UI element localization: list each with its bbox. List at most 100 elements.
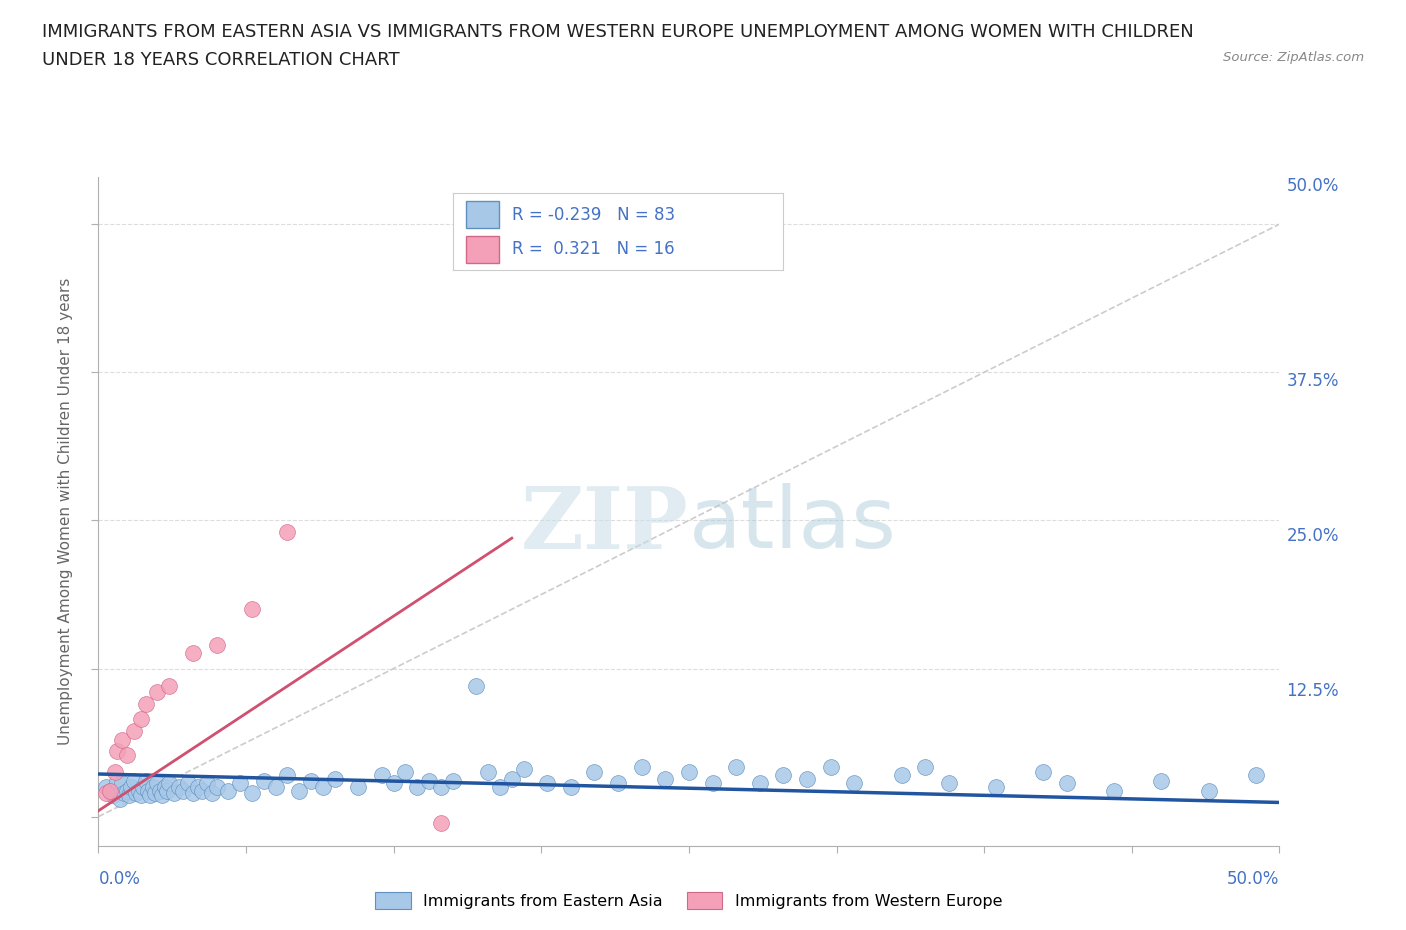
Point [94,786,117,801]
Point [240,786,263,801]
Point [121,779,143,794]
Text: 25.0%: 25.0% [1286,527,1339,545]
Text: 50.0%: 50.0% [1227,870,1279,887]
Point [725,760,748,775]
Point [135,697,157,711]
Point [772,768,794,783]
Text: R =  0.321   N = 16: R = 0.321 N = 16 [512,240,675,259]
Point [1056,776,1078,790]
Point [125,786,148,801]
Point [112,786,135,801]
Point [253,774,276,789]
Point [156,783,179,798]
Point [796,771,818,786]
Point [441,774,464,789]
Point [489,779,512,794]
Point [1150,774,1173,789]
Text: Source: ZipAtlas.com: Source: ZipAtlas.com [1223,51,1364,64]
Text: atlas: atlas [689,484,897,566]
Y-axis label: Unemployment Among Women with Children Under 18 years: Unemployment Among Women with Children U… [58,278,73,745]
Point [1244,768,1267,783]
Point [240,602,263,617]
Point [418,774,440,789]
FancyBboxPatch shape [465,201,499,228]
Point [536,776,558,790]
Point [201,786,224,801]
Point [149,783,172,798]
Point [111,732,134,747]
Point [229,776,252,790]
Point [630,760,652,775]
Point [299,774,322,789]
Point [101,788,124,803]
Text: UNDER 18 YEARS CORRELATION CHART: UNDER 18 YEARS CORRELATION CHART [42,51,399,69]
Point [217,783,239,798]
Point [890,768,912,783]
Point [938,776,960,790]
Point [406,779,429,794]
Point [187,779,209,794]
Point [181,786,204,801]
Point [430,779,453,794]
Text: 50.0%: 50.0% [1286,177,1339,194]
Point [323,771,346,786]
Legend: Immigrants from Eastern Asia, Immigrants from Western Europe: Immigrants from Eastern Asia, Immigrants… [370,885,1008,915]
Point [122,774,145,789]
Point [163,786,186,801]
Point [1102,783,1125,798]
Point [108,791,131,806]
Point [135,774,157,789]
Point [139,788,162,803]
Point [177,776,200,790]
Point [371,768,394,783]
Point [430,816,453,830]
Point [465,679,488,694]
Point [205,779,228,794]
Point [129,712,152,727]
Point [844,776,866,790]
Point [1032,764,1054,779]
Point [136,783,159,798]
Point [157,679,180,694]
Point [607,776,630,790]
Point [501,771,523,786]
Point [264,779,287,794]
Point [512,762,534,777]
Point [153,779,176,794]
Text: 0.0%: 0.0% [98,870,141,887]
Point [748,776,770,790]
Point [122,724,145,738]
Text: IMMIGRANTS FROM EASTERN ASIA VS IMMIGRANTS FROM WESTERN EUROPE UNEMPLOYMENT AMON: IMMIGRANTS FROM EASTERN ASIA VS IMMIGRAN… [42,23,1194,41]
Point [195,776,218,790]
Point [1198,783,1220,798]
Point [129,788,152,803]
Point [115,748,138,763]
Point [382,776,405,790]
Point [150,788,173,803]
FancyBboxPatch shape [465,236,499,263]
Point [205,637,228,652]
Point [146,684,169,699]
Point [312,779,335,794]
Point [111,776,134,790]
Text: ZIP: ZIP [522,483,689,567]
Point [146,776,169,790]
Point [702,776,724,790]
Point [276,768,298,783]
Point [157,776,180,790]
Point [172,783,194,798]
Text: 12.5%: 12.5% [1286,683,1339,700]
Point [984,779,1007,794]
Point [118,788,141,803]
Point [288,783,311,798]
Point [583,764,606,779]
Point [115,783,138,798]
Point [678,764,700,779]
Point [105,774,128,789]
Point [347,779,370,794]
Point [181,645,204,660]
Point [128,783,150,798]
Point [98,783,121,798]
Point [914,760,936,775]
Text: 37.5%: 37.5% [1286,372,1339,391]
